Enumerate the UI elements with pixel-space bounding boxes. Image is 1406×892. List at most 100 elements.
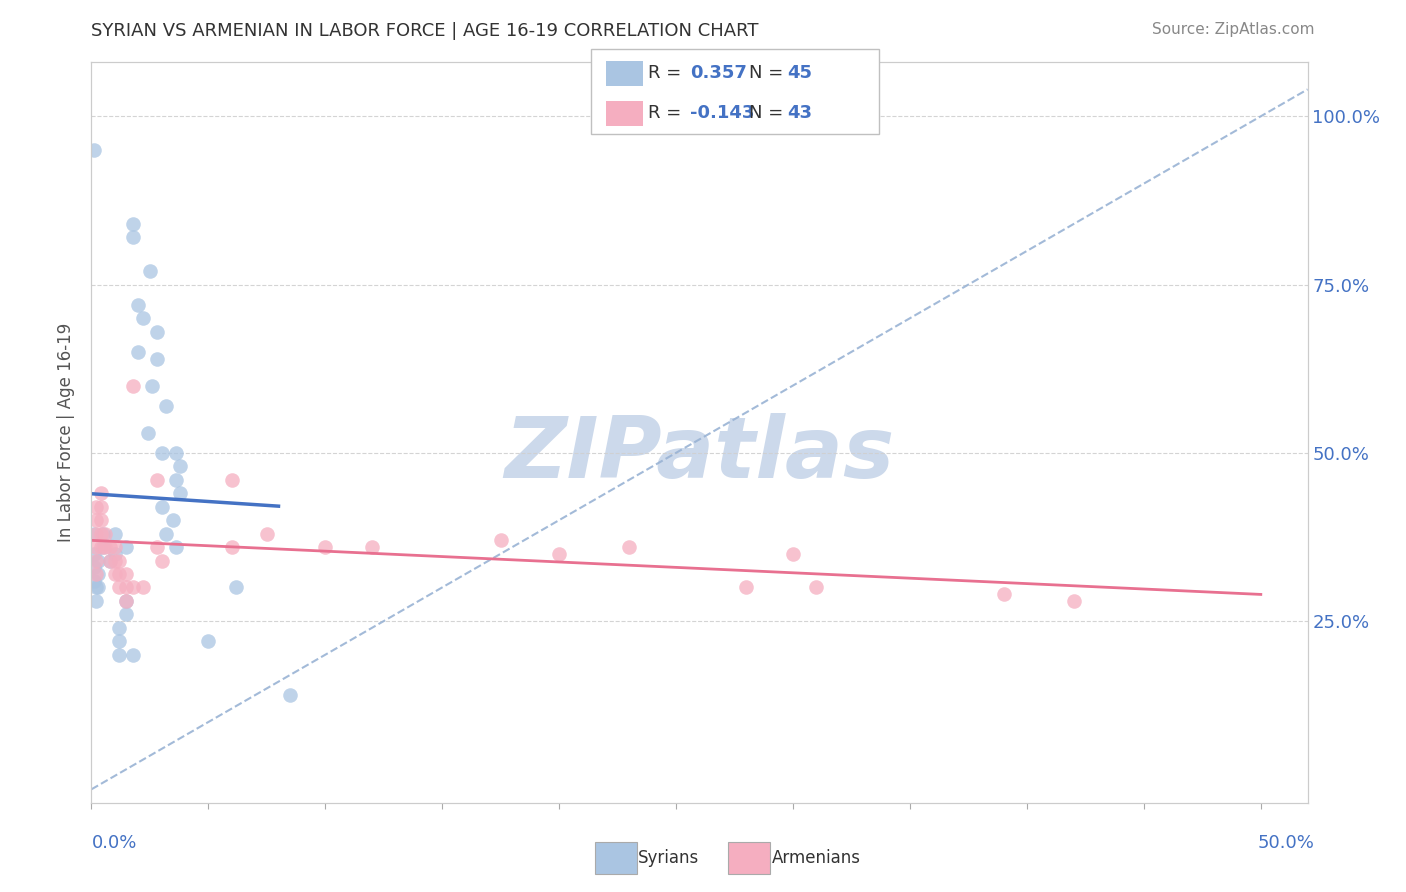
Point [90, 526, 112, 541]
Text: R =: R = [648, 64, 688, 82]
Point [104, 566, 127, 581]
Point [221, 540, 243, 554]
Point [127, 298, 149, 312]
Point [115, 594, 138, 608]
Point [221, 473, 243, 487]
Point [155, 526, 177, 541]
Point [165, 473, 187, 487]
Point [806, 581, 828, 595]
Point [87, 581, 110, 595]
Point [993, 587, 1015, 601]
Point [104, 547, 127, 561]
Text: 0.0%: 0.0% [91, 834, 136, 852]
Point [90, 513, 112, 527]
Point [127, 344, 149, 359]
Point [83, 526, 105, 541]
Point [104, 553, 127, 567]
Point [98, 540, 121, 554]
Point [136, 425, 159, 440]
Point [169, 459, 191, 474]
Point [108, 634, 131, 648]
Point [122, 581, 145, 595]
Text: N =: N = [749, 64, 789, 82]
Point [735, 581, 758, 595]
Point [104, 540, 127, 554]
Point [84, 581, 107, 595]
Y-axis label: In Labor Force | Age 16-19: In Labor Force | Age 16-19 [58, 323, 76, 542]
Point [197, 634, 219, 648]
Text: 50.0%: 50.0% [1258, 834, 1315, 852]
Text: Armenians: Armenians [772, 849, 860, 867]
Point [90, 540, 112, 554]
Point [83, 547, 105, 561]
Point [619, 540, 641, 554]
Point [132, 581, 155, 595]
Text: N =: N = [749, 104, 789, 122]
Point [146, 325, 169, 339]
Point [139, 264, 162, 278]
Point [278, 688, 301, 702]
Point [84, 513, 107, 527]
Point [83, 560, 105, 574]
Point [146, 351, 169, 366]
Point [115, 566, 138, 581]
Point [98, 553, 121, 567]
Text: SYRIAN VS ARMENIAN IN LABOR FORCE | AGE 16-19 CORRELATION CHART: SYRIAN VS ARMENIAN IN LABOR FORCE | AGE … [91, 22, 759, 40]
Point [150, 500, 173, 514]
Point [90, 486, 112, 500]
Point [108, 621, 131, 635]
Point [165, 540, 187, 554]
Point [98, 553, 121, 567]
Point [165, 446, 187, 460]
Point [115, 581, 138, 595]
Point [84, 594, 107, 608]
Point [489, 533, 512, 548]
Point [115, 594, 138, 608]
Point [87, 553, 110, 567]
Point [155, 399, 177, 413]
Point [314, 540, 336, 554]
Point [115, 607, 138, 622]
Point [256, 526, 278, 541]
Text: R =: R = [648, 104, 688, 122]
Point [150, 446, 173, 460]
Point [83, 574, 105, 588]
Point [84, 540, 107, 554]
Point [225, 581, 247, 595]
Point [548, 547, 571, 561]
Point [169, 486, 191, 500]
Point [122, 217, 145, 231]
Point [84, 526, 107, 541]
Point [122, 230, 145, 244]
Point [94, 526, 117, 541]
Point [84, 566, 107, 581]
Text: ZIPatlas: ZIPatlas [505, 413, 894, 496]
Point [94, 540, 117, 554]
Point [104, 526, 127, 541]
Point [1063, 594, 1085, 608]
Point [87, 566, 110, 581]
Text: 0.357: 0.357 [690, 64, 747, 82]
Point [108, 553, 131, 567]
Point [146, 473, 169, 487]
Point [162, 513, 184, 527]
Point [115, 540, 138, 554]
Point [150, 553, 173, 567]
Point [782, 547, 804, 561]
Point [132, 311, 155, 326]
Point [122, 378, 145, 392]
Text: 45: 45 [787, 64, 813, 82]
Point [84, 553, 107, 567]
Point [146, 540, 169, 554]
Text: Source: ZipAtlas.com: Source: ZipAtlas.com [1152, 22, 1315, 37]
Point [108, 581, 131, 595]
Point [122, 648, 145, 662]
Point [141, 378, 163, 392]
Point [91, 526, 114, 541]
Point [108, 566, 131, 581]
Point [91, 540, 114, 554]
Point [84, 500, 107, 514]
Text: Syrians: Syrians [638, 849, 700, 867]
Point [83, 143, 105, 157]
Point [361, 540, 384, 554]
